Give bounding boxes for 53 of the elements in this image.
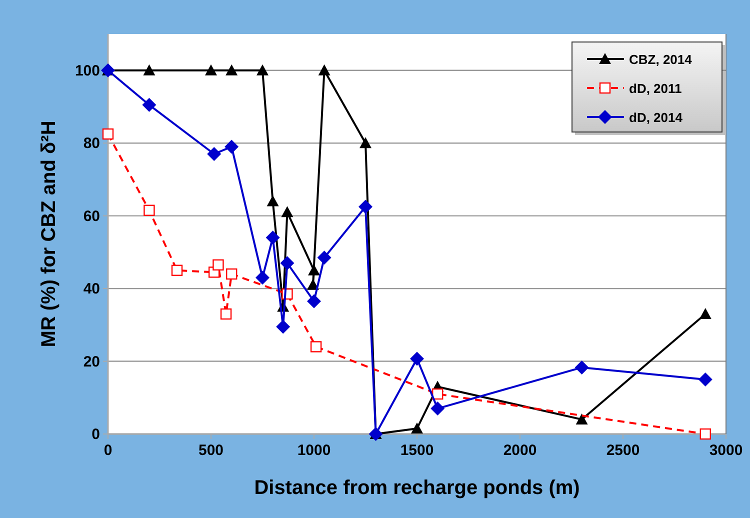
point <box>281 206 294 218</box>
legend-label: dD, 2011 <box>629 81 682 96</box>
point <box>310 341 322 352</box>
point <box>307 294 321 308</box>
y-tick-label: 0 <box>92 426 100 443</box>
point <box>256 64 268 76</box>
point <box>280 256 294 270</box>
point <box>144 204 155 216</box>
point <box>410 352 424 366</box>
point <box>358 200 372 214</box>
point <box>212 259 224 271</box>
x-tick-label: 1500 <box>400 442 434 459</box>
y-tick-label: 100 <box>74 62 100 80</box>
point <box>143 64 156 76</box>
x-tick-label: 0 <box>104 442 112 459</box>
point <box>574 360 589 374</box>
x-tick-label: 500 <box>198 442 224 459</box>
x-tick-label: 3000 <box>709 442 743 459</box>
point <box>576 413 588 424</box>
point <box>220 308 232 320</box>
x-axis-title: Distance from recharge ponds (m) <box>254 477 580 499</box>
point <box>306 278 319 290</box>
point <box>266 195 279 206</box>
x-tick-label: 2000 <box>503 442 537 459</box>
point <box>226 268 238 280</box>
point <box>171 264 183 276</box>
point <box>698 372 712 386</box>
point <box>360 137 372 148</box>
point <box>276 320 290 334</box>
point <box>142 98 156 112</box>
point <box>318 64 330 76</box>
point <box>226 64 238 76</box>
y-tick-label: 80 <box>83 135 100 152</box>
point <box>102 128 114 140</box>
legend-label: CBZ, 2014 <box>629 52 693 67</box>
y-tick-label: 40 <box>83 280 100 298</box>
point <box>700 428 711 440</box>
y-tick-label: 60 <box>83 208 100 225</box>
point <box>224 140 239 154</box>
point <box>411 422 423 434</box>
x-tick-label: 2500 <box>606 442 640 459</box>
legend-label: dD, 2014 <box>629 110 684 125</box>
point <box>266 230 280 245</box>
point <box>317 250 332 265</box>
point <box>430 402 445 416</box>
y-axis-title: MR (%) for CBZ and δ²H <box>38 120 60 348</box>
point <box>205 64 217 76</box>
point <box>699 308 712 319</box>
y-tick-label: 20 <box>83 353 100 370</box>
point <box>432 388 444 400</box>
point <box>207 147 222 161</box>
point <box>256 270 270 285</box>
x-tick-label: 1000 <box>297 442 331 459</box>
